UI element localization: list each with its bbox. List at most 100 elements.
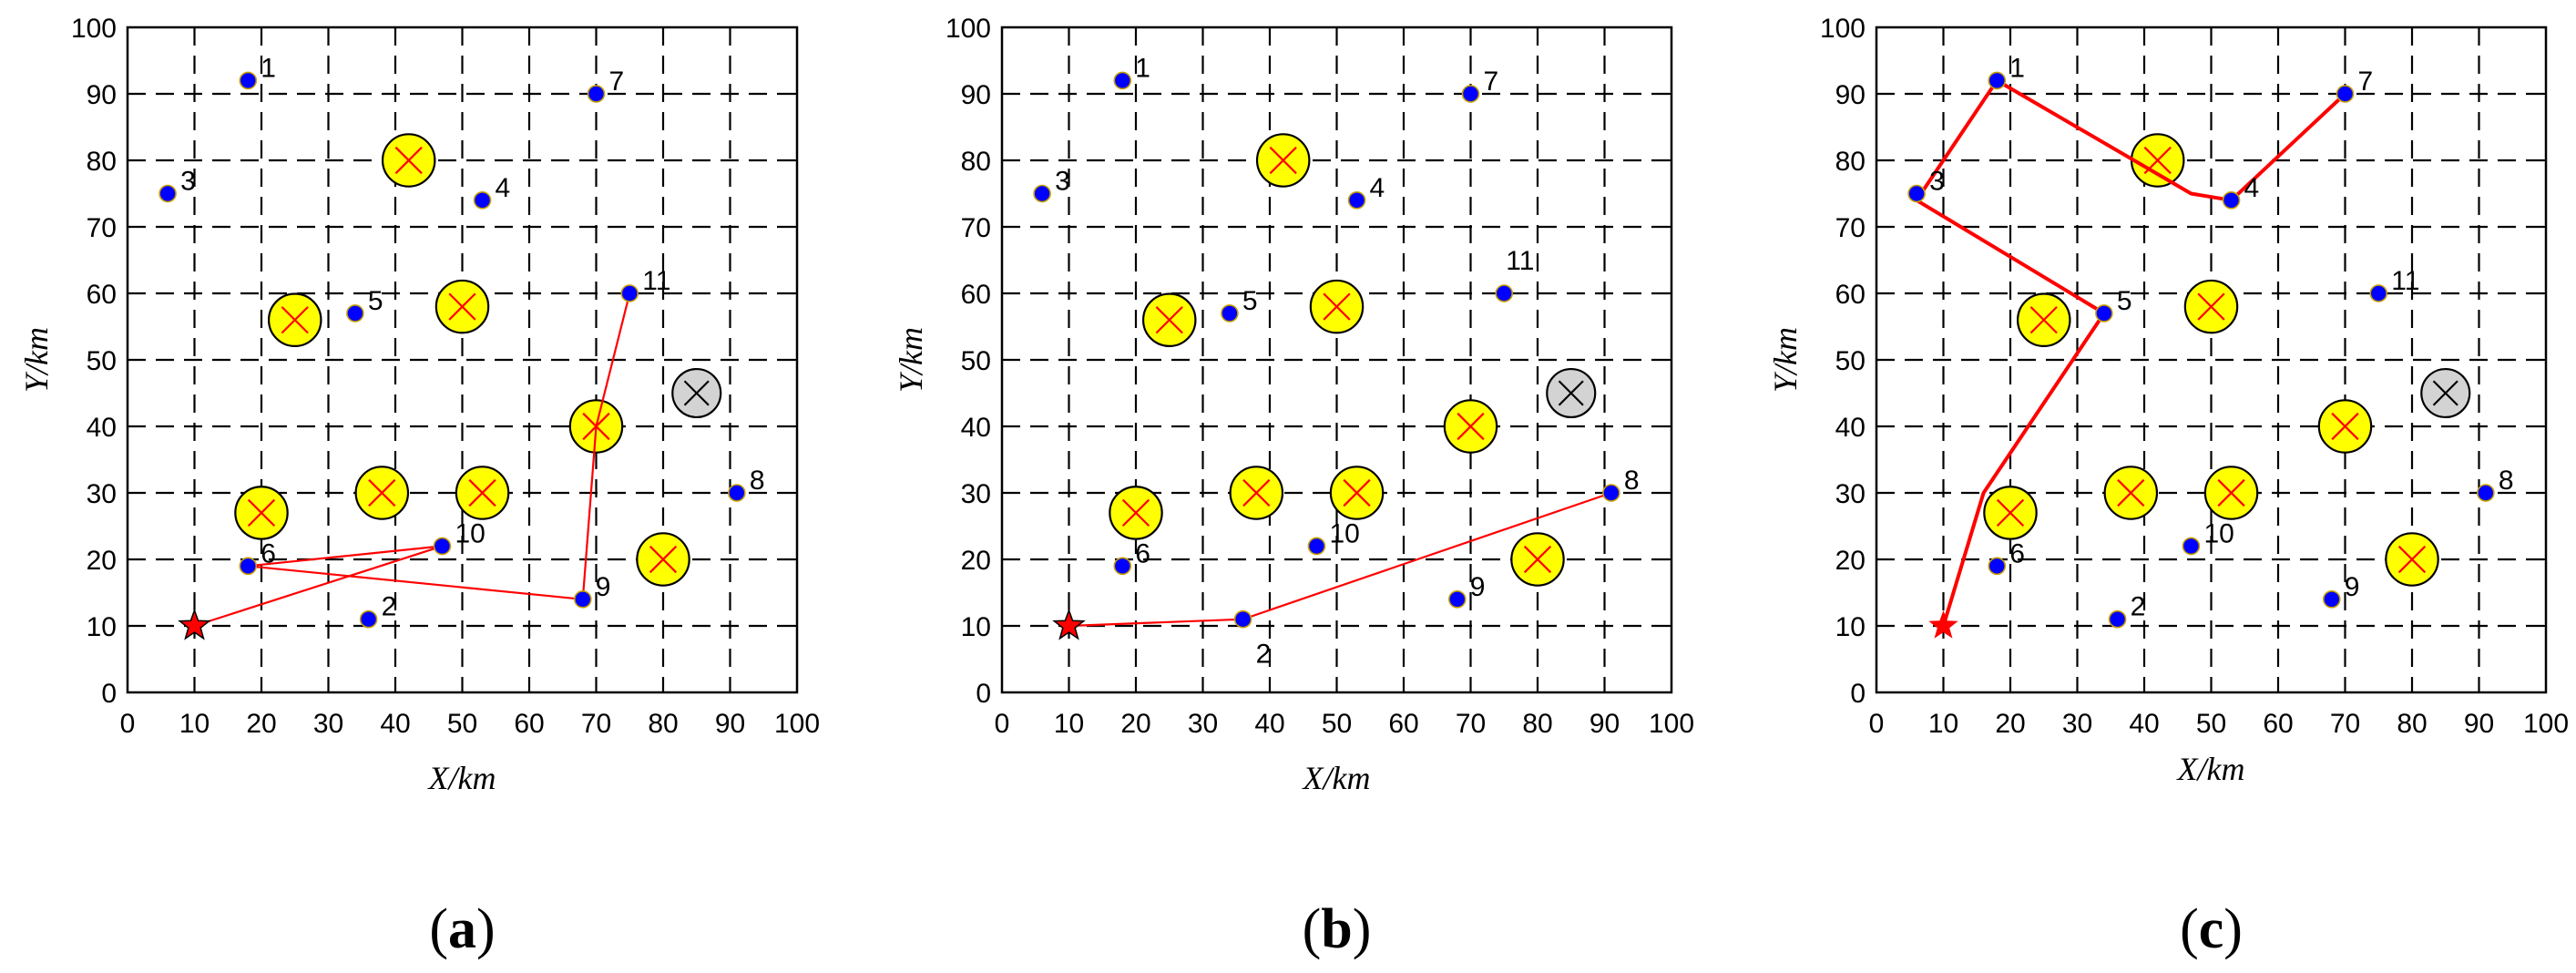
obstacle-cross-icon <box>649 545 678 574</box>
y-tick-label: 20 <box>87 546 117 576</box>
y-tick-label: 30 <box>87 479 117 509</box>
customer-point <box>2477 484 2495 502</box>
caption-close-paren: ) <box>476 898 496 960</box>
y-tick-label: 50 <box>87 346 117 376</box>
y-tick-label: 90 <box>87 80 117 110</box>
customer-label: 1 <box>1135 53 1150 83</box>
customer-label: 11 <box>642 266 670 296</box>
customer-point <box>1113 71 1132 90</box>
customer-point <box>2108 609 2127 629</box>
panel-caption: (b) <box>1303 898 1372 960</box>
customer-point <box>1221 304 1239 323</box>
panel-c: 0 10 20 30 40 50 60 70 80 90 100 0 10 20 30 40 50 60 70 80 9… <box>1767 14 2569 960</box>
customer-point <box>1233 609 1252 629</box>
y-tick-label: 0 <box>101 679 117 709</box>
y-tick-label: 60 <box>1835 280 1866 310</box>
y-tick-label: 10 <box>87 612 117 642</box>
customer-label: 11 <box>1506 246 1534 276</box>
obstacle-cross-icon <box>1121 498 1150 527</box>
customer-label: 11 <box>2391 266 2419 296</box>
customer-point <box>1988 71 2007 90</box>
x-tick-label: 70 <box>581 709 611 739</box>
y-tick-label: 0 <box>1850 679 1866 709</box>
obstacle-cross-icon <box>1457 412 1485 441</box>
x-tick-label: 20 <box>246 709 276 739</box>
x-tick-label: 10 <box>179 709 210 739</box>
x-tick-label: 40 <box>1254 709 1284 739</box>
customer-label: 9 <box>596 572 611 602</box>
customer-point <box>620 284 639 302</box>
customer-label: 5 <box>368 286 383 316</box>
y-axis-label: Y/km <box>1767 327 1804 393</box>
customer-label: 8 <box>750 466 765 496</box>
y-tick-label: 0 <box>976 679 991 709</box>
customer-label: 3 <box>180 167 196 197</box>
depot-star-icon <box>1052 608 1086 640</box>
obstacle-cross-icon <box>394 146 423 175</box>
caption-open-paren: ( <box>1303 898 1322 960</box>
customer-label: 6 <box>2009 538 2025 568</box>
obstacle-cross-icon <box>1996 498 2025 527</box>
customer-point <box>239 71 258 90</box>
customer-label: 2 <box>1256 640 1272 670</box>
obstacle-cross-icon <box>468 478 496 507</box>
obstacle-cross-icon <box>1523 545 1552 574</box>
customer-point <box>1907 184 1926 203</box>
x-axis-label: X/km <box>2176 751 2245 787</box>
customer-label: 5 <box>2117 286 2132 316</box>
x-tick-label: 30 <box>2062 709 2092 739</box>
obstacle-cross-icon <box>1269 146 1297 175</box>
obstacle-cross-icon <box>2029 306 2058 334</box>
y-tick-label: 90 <box>961 80 991 110</box>
customer-point <box>587 85 606 103</box>
obstacle-cross-icon <box>1242 478 1271 507</box>
x-tick-label: 100 <box>774 709 820 739</box>
caption-letter: a <box>448 898 476 960</box>
y-tick-label: 80 <box>87 147 117 177</box>
y-axis-label: Y/km <box>18 327 55 393</box>
y-tick-label: 60 <box>961 280 991 310</box>
y-tick-label: 100 <box>71 14 117 44</box>
x-tick-label: 100 <box>2523 709 2569 739</box>
obstacle-cross-icon <box>2117 478 2145 507</box>
inactive-cross-icon <box>2432 380 2458 406</box>
y-tick-label: 40 <box>1835 413 1866 443</box>
x-tick-label: 70 <box>1456 709 1486 739</box>
customer-label: 2 <box>382 592 397 622</box>
caption-letter: c <box>2199 898 2224 960</box>
customer-point <box>158 184 177 203</box>
panel-b: 0 10 20 30 40 50 60 70 80 90 100 0 10 20 30 40 50 60 70 80 9… <box>893 14 1694 960</box>
customer-point <box>433 537 452 556</box>
customer-label: 10 <box>2203 518 2234 548</box>
x-tick-label: 10 <box>1054 709 1084 739</box>
inactive-cross-icon <box>1558 380 1584 406</box>
customer-label: 2 <box>2131 592 2146 622</box>
customer-label: 3 <box>1055 167 1070 197</box>
x-tick-label: 60 <box>1388 709 1418 739</box>
obstacle-cross-icon <box>2197 292 2225 321</box>
x-axis-label: X/km <box>1302 760 1371 796</box>
panel-caption: (c) <box>2180 898 2243 960</box>
customer-point <box>2336 85 2355 103</box>
x-tick-label: 80 <box>648 709 678 739</box>
customer-point <box>346 304 364 323</box>
customer-label: 4 <box>1370 173 1385 203</box>
obstacle-cross-icon <box>281 306 309 334</box>
y-tick-label: 50 <box>1835 346 1866 376</box>
customer-label: 6 <box>1135 538 1150 568</box>
customer-label: 7 <box>2358 67 2374 97</box>
inactive-cross-icon <box>683 380 710 406</box>
x-tick-label: 70 <box>2330 709 2360 739</box>
y-tick-label: 70 <box>87 213 117 243</box>
customer-label: 1 <box>2009 53 2025 83</box>
customer-point <box>2222 191 2241 210</box>
customer-point <box>1602 484 1620 502</box>
x-tick-label: 50 <box>2196 709 2226 739</box>
customer-point <box>2323 589 2341 609</box>
x-tick-label: 60 <box>2263 709 2293 739</box>
y-tick-label: 10 <box>961 612 991 642</box>
customer-label: 6 <box>261 538 276 568</box>
y-tick-label: 70 <box>961 213 991 243</box>
x-tick-label: 20 <box>1120 709 1150 739</box>
